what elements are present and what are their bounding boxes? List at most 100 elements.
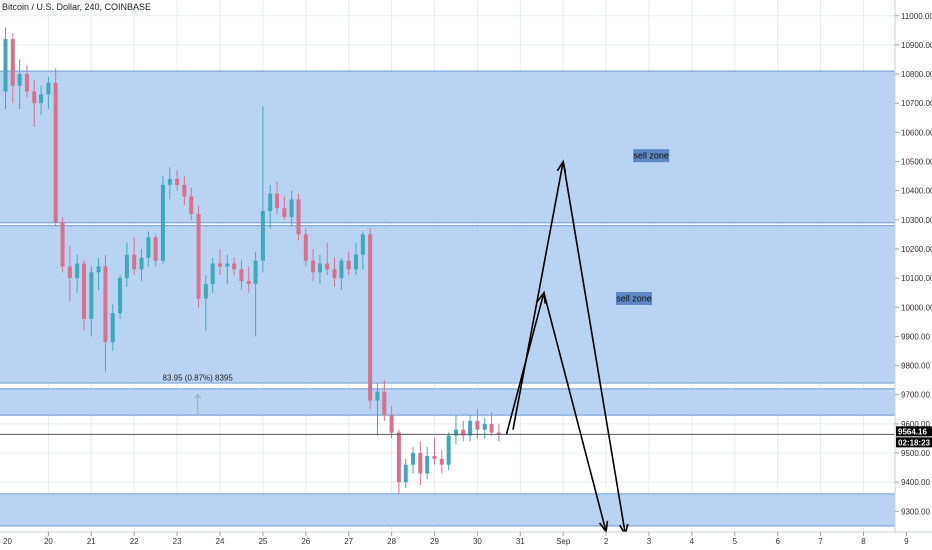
candle-body: [146, 237, 151, 258]
candle-body: [39, 94, 44, 104]
candle-body: [232, 263, 237, 270]
y-tick-label: 10400.00: [901, 187, 932, 196]
current-price-tag: [896, 426, 932, 437]
candle-body: [303, 234, 308, 261]
zone-label: sell zone: [633, 151, 669, 161]
candle-body: [446, 435, 451, 465]
projection-arrow-segment: [512, 161, 564, 430]
x-tick-label: 26: [301, 537, 310, 546]
y-tick-label: 9600.00: [901, 420, 930, 429]
x-tick-label: 6: [775, 537, 780, 546]
y-tick-label: 9800.00: [901, 362, 930, 371]
x-tick-label: 3: [647, 537, 652, 546]
candle-body: [139, 257, 144, 270]
y-tick-label: 10200.00: [901, 245, 932, 254]
candle-body: [375, 391, 380, 401]
candle-body: [268, 193, 273, 212]
x-tick-label: 28: [387, 537, 396, 546]
y-tick-label: 11000.00: [901, 12, 932, 21]
time-axis-bg: [0, 532, 932, 550]
measure-label: 83.95 (0.87%) 8395: [163, 374, 234, 383]
candle-body: [153, 237, 158, 261]
candle-body: [289, 199, 294, 217]
time-axis: 20 21 22 23 24 25 26 27 28 29 30 31 Sep 2 3 4 5 6 7 8 920: [0, 531, 932, 550]
candle-body: [46, 82, 51, 95]
candles: [3, 27, 501, 494]
candle-body: [67, 266, 72, 279]
candle-body: [189, 196, 194, 214]
candle-body: [60, 222, 65, 267]
x-tick-label: 20: [44, 537, 53, 546]
candle-body: [282, 208, 287, 217]
candle-body: [75, 263, 80, 279]
candle-body: [32, 91, 37, 104]
x-tick-label: 2: [604, 537, 609, 546]
candle-body: [403, 464, 408, 483]
candle-body: [389, 415, 394, 433]
price-axis: 9300.00 9400.00 9500.00 9600.00 9700.00 9800.…: [894, 0, 932, 550]
candle-body: [411, 453, 416, 465]
zone-label-box: [633, 149, 670, 163]
x-tick-label: 22: [130, 537, 139, 546]
candle-body: [96, 266, 101, 273]
x-tick-label: 25: [258, 537, 267, 546]
candle-body: [332, 269, 337, 279]
y-tick-label: 10500.00: [901, 158, 932, 167]
candle-body: [382, 391, 387, 416]
candle-body: [218, 263, 222, 267]
candle-body: [17, 74, 22, 86]
candle-body: [182, 184, 187, 197]
candle-body: [475, 420, 480, 430]
candle-body: [339, 260, 344, 279]
annotations: 83.95 (0.87%) 8395 sell zone sell zone: [0, 149, 895, 537]
countdown-tag: [896, 437, 932, 448]
x-tick-label: 8: [861, 537, 866, 546]
symbol-title: Bitcoin / U.S. Dollar, 240, COINBASE: [2, 2, 151, 12]
y-tick-label: 10700.00: [901, 99, 932, 108]
candle-body: [196, 213, 201, 299]
candle-body: [175, 178, 180, 185]
candle-body: [110, 313, 115, 343]
candle-body: [360, 234, 365, 255]
candle-body: [118, 278, 123, 314]
x-tick-label: 29: [430, 537, 439, 546]
candle-body: [482, 423, 487, 430]
y-tick-label: 9400.00: [901, 478, 930, 487]
y-tick-label: 10300.00: [901, 216, 932, 225]
candle-body: [160, 184, 165, 261]
candle-body: [225, 263, 230, 267]
candle-body: [432, 455, 437, 459]
x-tick-label: 21: [87, 537, 96, 546]
candle-body: [317, 263, 322, 273]
x-tick-label: 20: [3, 537, 12, 546]
x-tick-label: 5: [733, 537, 738, 546]
x-tick-label: 30: [473, 537, 482, 546]
projection-arrow-segment: [562, 161, 627, 535]
candle-body: [203, 283, 208, 299]
x-tick-label: 4: [690, 537, 695, 546]
candle-body: [468, 420, 473, 436]
projection-arrow-segment: [543, 292, 607, 532]
x-tick-label: 24: [216, 537, 225, 546]
y-tick-label: 9700.00: [901, 391, 930, 400]
measure-arrow: [194, 393, 202, 400]
candle-body: [24, 74, 29, 92]
candle-body: [253, 260, 258, 284]
y-tick-label: 10000.00: [901, 303, 932, 312]
y-tick-label: 9300.00: [901, 507, 930, 516]
candle-body: [396, 432, 401, 483]
x-tick-label: 9: [904, 537, 909, 546]
candle-body: [425, 455, 430, 474]
candle-body: [496, 432, 501, 435]
candle-body: [82, 263, 87, 319]
candle-body: [275, 193, 280, 209]
candle-body: [3, 39, 8, 92]
candle-body: [103, 266, 108, 343]
candle-body: [260, 211, 265, 261]
candle-body: [346, 260, 351, 270]
candle-body: [461, 429, 466, 436]
candle-body: [53, 82, 58, 223]
candle-body: [167, 178, 172, 185]
candle-body: [439, 458, 444, 465]
